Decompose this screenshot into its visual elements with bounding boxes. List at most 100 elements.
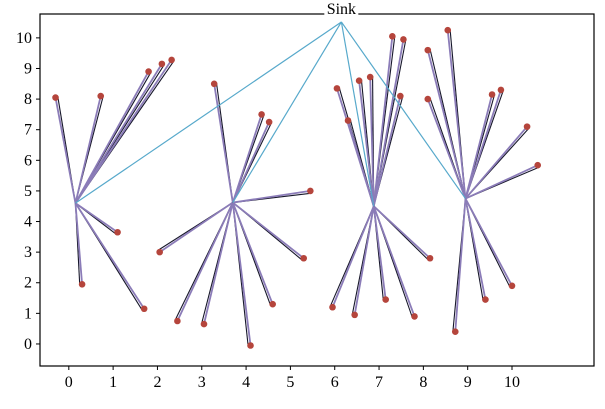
sensor-node-dot (174, 317, 181, 325)
cluster-link (232, 190, 311, 204)
cluster-link (231, 202, 252, 346)
x-axis-tick-label: 9 (464, 374, 472, 391)
sink-link (340, 21, 466, 199)
cluster-link (231, 202, 274, 305)
sensor-node-dot (156, 248, 163, 256)
y-axis-tick-label: 6 (24, 152, 32, 169)
sink-label: Sink (324, 1, 359, 19)
cluster-link (464, 126, 528, 200)
sensor-node-dot (158, 60, 166, 68)
cluster-link (231, 121, 270, 203)
y-axis-tick-label: 9 (24, 60, 32, 77)
cluster-link (372, 39, 405, 207)
cluster-link (176, 202, 234, 322)
cluster-link (446, 30, 467, 199)
cluster-link (232, 201, 305, 259)
cluster-link (454, 198, 467, 332)
cluster-link (74, 202, 145, 310)
plot-border (39, 13, 595, 367)
sensor-node-dot (411, 313, 418, 320)
y-axis-tick-label: 10 (16, 30, 32, 47)
sensor-node-dot (200, 320, 208, 328)
x-axis-tick-label: 7 (375, 374, 383, 391)
sink-link (340, 21, 375, 207)
cluster-link (74, 71, 150, 204)
cluster-link (373, 205, 431, 259)
sensor-node-dot (307, 187, 314, 195)
y-axis-tick-label: 2 (24, 275, 32, 292)
cluster-link (464, 198, 487, 300)
y-axis-tick-label: 1 (24, 305, 32, 322)
cluster-link (231, 114, 263, 203)
cluster-link (54, 97, 77, 204)
sensor-node-dot (444, 26, 452, 34)
cluster-link (358, 80, 375, 207)
sensor-node-dot (140, 305, 148, 313)
cluster-link (203, 202, 234, 325)
x-axis-tick-label: 8 (419, 374, 427, 391)
cluster-link (426, 98, 467, 199)
sensor-node-dot (351, 311, 358, 319)
x-axis-tick-label: 10 (504, 374, 520, 391)
y-axis-tick-label: 7 (24, 122, 32, 139)
y-axis-tick-label: 5 (24, 183, 32, 200)
x-axis-tick-label: 5 (286, 374, 294, 391)
x-axis-tick-label: 6 (331, 374, 339, 391)
cluster-link (347, 120, 375, 207)
cluster-link (74, 203, 84, 285)
x-axis-tick-label: 0 (65, 374, 73, 391)
cluster-link (465, 164, 539, 200)
x-axis-tick-label: 1 (109, 374, 117, 391)
cluster-link (353, 206, 375, 316)
cluster-link (74, 95, 102, 204)
sensor-node-dot (397, 92, 404, 100)
y-axis-tick-label: 0 (24, 336, 32, 353)
sensor-node-dot (210, 80, 218, 88)
sensor-node-dot (382, 296, 389, 303)
sensor-node-dot (333, 85, 341, 92)
sensor-node-dot (389, 33, 396, 40)
sensor-node-dot (523, 123, 531, 130)
cluster-link (372, 206, 387, 300)
sensor-node-dot (258, 111, 265, 118)
y-axis-tick-label: 3 (24, 244, 32, 261)
sensor-node-dot (366, 73, 374, 81)
y-axis-tick-label: 4 (24, 214, 32, 231)
sensor-node-dot (424, 46, 432, 54)
sensor-node-dot (300, 254, 308, 262)
x-axis-tick-label: 3 (198, 374, 206, 391)
cluster-link (426, 49, 467, 199)
sensor-node-dot (97, 92, 105, 100)
sensor-node-dot (355, 77, 363, 85)
cluster-link (464, 94, 493, 199)
cluster-link (331, 205, 375, 308)
x-axis-tick-label: 4 (242, 374, 250, 391)
sensor-node-dot (145, 68, 152, 75)
sensor-node-dot (78, 280, 86, 288)
cluster-link (464, 89, 502, 199)
sensor-node-dot (424, 95, 432, 103)
sensor-node-dot (508, 282, 516, 290)
sensor-node-dot (534, 161, 542, 169)
cluster-link (372, 205, 416, 317)
cluster-link (372, 36, 394, 207)
cluster-link (464, 198, 513, 287)
cluster-link (74, 59, 173, 204)
sensor-node-dot (269, 300, 276, 308)
sensor-node-dot (451, 328, 459, 336)
cluster-link (213, 83, 234, 203)
sink-link (232, 21, 342, 203)
y-axis-tick-label: 8 (24, 91, 32, 108)
sensor-node-dot (497, 86, 505, 94)
cluster-link (369, 77, 375, 207)
sensor-node-dot (426, 254, 434, 262)
sensor-node-dot (488, 91, 496, 98)
cluster-link (74, 63, 163, 204)
sensor-node-dot (400, 36, 407, 43)
x-axis-tick-label: 2 (153, 374, 161, 391)
sensor-node-dot (114, 228, 121, 236)
sink-link (75, 21, 342, 204)
sensor-node-dot (247, 342, 254, 349)
